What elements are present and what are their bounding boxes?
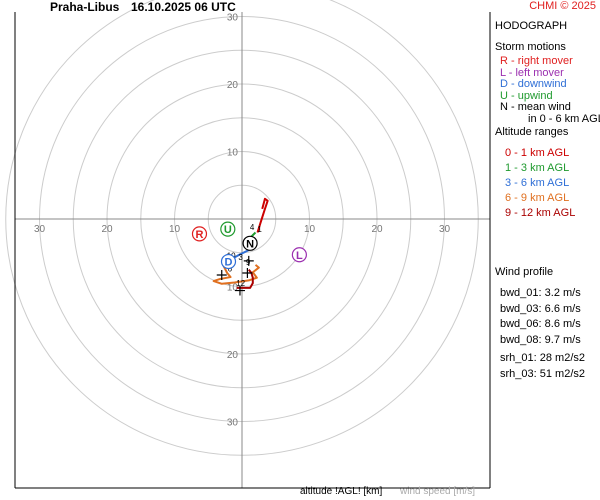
cross-mark <box>243 255 254 266</box>
storm-marker-circle <box>291 247 307 263</box>
storm-item: D - downwind <box>500 78 567 90</box>
x-tick-label: 20 <box>101 224 113 235</box>
y-tick-label: 20 <box>227 80 239 91</box>
storm-marker-label: L <box>296 250 303 262</box>
x-tick-label: 10 <box>304 224 316 235</box>
altitude-label: 1 <box>257 225 262 234</box>
y-tick-label: 10 <box>227 148 239 159</box>
storm-motions-title: Storm motions <box>495 41 566 53</box>
altitude-label: 4 <box>250 223 255 232</box>
series-line <box>256 197 269 233</box>
srh-list: srh_01: 28 m2/s2 srh_03: 51 m2/s2 <box>500 351 585 382</box>
storm-marker-circle <box>242 235 258 251</box>
storm-item: L - left mover <box>500 66 564 79</box>
wind-item: bwd_06: 8.6 m/s <box>500 318 581 330</box>
alt-item: 6 - 9 km AGL <box>505 192 570 204</box>
storm-marker-label: U <box>224 224 232 236</box>
date-time: 16.10.2025 06 UTC <box>131 0 236 14</box>
altitude-label: altitude !AGL! [km] <box>300 486 383 497</box>
series-line <box>212 264 260 285</box>
altitude-ranges-title: Altitude ranges <box>495 126 569 138</box>
alt-item: 3 - 6 km AGL <box>505 177 570 189</box>
x-tick-label: 30 <box>34 224 46 235</box>
storm-marker-circle <box>220 221 236 237</box>
storm-item: in 0 - 6 km AGL <box>528 112 600 125</box>
cross-mark <box>242 268 253 278</box>
cross-marks <box>216 255 254 296</box>
storm-marker-label: R <box>195 229 203 241</box>
hodograph-title: HODOGRAPH <box>495 20 568 32</box>
x-tick-label: 30 <box>439 224 451 235</box>
alt-item: 0 - 1 km AGL <box>505 147 570 159</box>
storm-marker-circle <box>191 226 208 242</box>
storm-marker-label: N <box>246 238 254 250</box>
wind-speed-label: wind speed [m/s] <box>400 486 476 497</box>
cross-mark <box>216 270 227 281</box>
srh-item: srh_01: 28 m2/s2 <box>500 352 585 364</box>
alt-item: 1 - 3 km AGL <box>505 162 570 174</box>
alt-item: 9 - 12 km AGL <box>505 207 576 219</box>
wind-item: bwd_08: 9.7 m/s <box>500 333 581 346</box>
wind-profile-title: Wind profile <box>495 266 554 278</box>
y-tick-label: 20 <box>227 350 239 361</box>
storm-item: U - upwind <box>500 89 553 102</box>
storm-motion-markers: R U N L D <box>191 221 307 270</box>
y-tick-label: 10 <box>227 283 239 294</box>
storm-marker-circle <box>220 253 237 270</box>
y-tick-label: 30 <box>227 13 239 24</box>
altitude-label: 3 <box>238 253 243 262</box>
x-tick-label: 10 <box>169 224 181 235</box>
cross-mark <box>234 285 245 296</box>
credit-text: CHMI © 2025 <box>529 0 596 12</box>
storm-item: R - right mover <box>500 55 573 67</box>
station-name: Praha-Libus <box>50 0 120 14</box>
storm-marker-label: D <box>225 257 233 269</box>
wind-item: bwd_01: 3.2 m/s <box>500 287 581 299</box>
x-tick-label: 20 <box>371 224 383 235</box>
axis-tick-labels: 10 10 10 10 20 20 20 20 30 30 30 30 <box>34 13 451 429</box>
altitude-label: 12 <box>236 279 245 288</box>
wind-item: bwd_03: 6.6 m/s <box>500 302 581 315</box>
srh-item: srh_03: 51 m2/s2 <box>500 367 585 380</box>
altitude-ranges-list: 0 - 1 km AGL 1 - 3 km AGL 3 - 6 km AGL 6 - … <box>505 146 575 221</box>
storm-item: N - mean wind <box>500 101 571 113</box>
y-tick-label: 30 <box>227 418 239 429</box>
wind-profile-list: bwd_01: 3.2 m/s bwd_03: 6.6 m/s bwd_06: 8.… <box>500 286 581 348</box>
altitude-label: 9 <box>246 258 251 267</box>
storm-motions-list: R - right mover L - left mover D - downwin… <box>500 55 600 125</box>
